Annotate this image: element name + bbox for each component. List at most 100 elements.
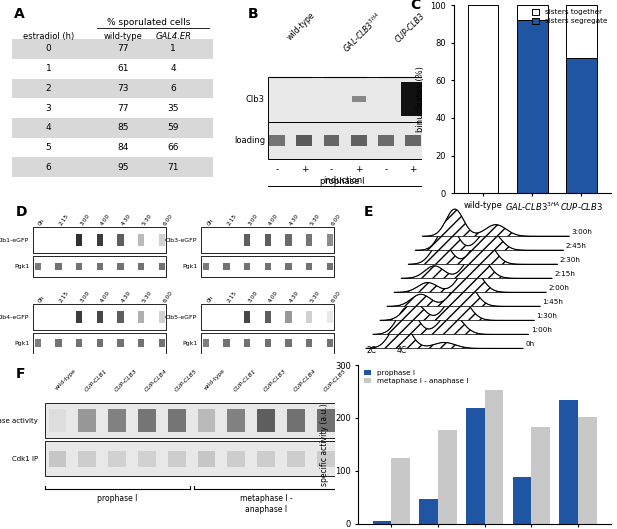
Text: prophase I: prophase I	[97, 494, 138, 503]
Text: GAL-CLB3$^{3HA}$: GAL-CLB3$^{3HA}$	[340, 11, 384, 56]
Text: 3: 3	[46, 104, 51, 113]
Text: -: -	[276, 165, 279, 174]
Text: 4:30: 4:30	[120, 213, 132, 226]
Bar	[138, 340, 144, 347]
Text: 77: 77	[117, 104, 129, 113]
Bar	[138, 409, 156, 432]
Bar	[159, 340, 165, 347]
Bar	[97, 234, 103, 246]
Bar	[257, 409, 275, 432]
Text: 3:00h: 3:00h	[571, 229, 592, 235]
Bar	[159, 234, 165, 246]
Bar	[97, 311, 103, 323]
Text: +: +	[300, 165, 308, 174]
Bar	[44, 441, 336, 476]
Bar	[517, 20, 547, 193]
Text: CUP-CLB3: CUP-CLB3	[114, 368, 138, 393]
Text: 73: 73	[117, 84, 129, 93]
Legend: prophase I, metaphase I - anaphase I: prophase I, metaphase I - anaphase I	[362, 369, 470, 386]
Bar	[306, 340, 312, 347]
Bar	[168, 409, 186, 432]
Text: -: -	[330, 165, 333, 174]
Text: C: C	[410, 0, 420, 12]
Bar	[373, 521, 391, 524]
Text: wild-type: wild-type	[204, 368, 226, 391]
Bar	[78, 409, 96, 432]
Text: 4:00: 4:00	[268, 213, 280, 226]
Bar	[201, 333, 334, 354]
Text: 3:00: 3:00	[79, 290, 91, 304]
Text: 95: 95	[117, 163, 129, 172]
Text: anaphase I: anaphase I	[245, 505, 288, 514]
Bar	[138, 311, 144, 323]
Text: CUP-CLB5: CUP-CLB5	[323, 368, 347, 393]
Bar	[197, 451, 215, 467]
Bar	[35, 340, 41, 347]
Bar	[117, 340, 123, 347]
Text: Pgk1: Pgk1	[182, 264, 197, 269]
Bar	[244, 340, 251, 347]
Bar	[12, 158, 213, 177]
Bar	[287, 409, 305, 432]
Bar	[159, 262, 165, 270]
Bar	[323, 135, 339, 146]
Bar	[97, 340, 103, 347]
Bar	[109, 451, 126, 467]
Text: 0h: 0h	[525, 341, 534, 347]
Bar	[76, 234, 82, 246]
Text: wild-type: wild-type	[104, 32, 143, 41]
Text: 6:00: 6:00	[162, 213, 173, 226]
Bar	[117, 262, 123, 270]
Text: 0h: 0h	[38, 295, 46, 304]
Text: 0h: 0h	[206, 295, 214, 304]
Bar	[327, 311, 333, 323]
Bar	[531, 427, 550, 524]
Bar	[33, 256, 166, 277]
Bar	[286, 311, 292, 323]
Bar	[566, 5, 597, 58]
Text: 4:00: 4:00	[100, 290, 112, 304]
Bar	[317, 451, 334, 467]
Bar	[159, 311, 165, 323]
Text: Clb3: Clb3	[246, 95, 265, 104]
Bar	[244, 234, 251, 246]
Bar	[138, 234, 144, 246]
Text: 5:30: 5:30	[309, 290, 321, 304]
Bar	[306, 262, 312, 270]
Bar	[56, 340, 62, 347]
Text: 6: 6	[170, 84, 176, 93]
Y-axis label: specific activity (a.u.): specific activity (a.u.)	[320, 403, 329, 486]
Bar	[201, 256, 334, 277]
Text: 1:30h: 1:30h	[537, 313, 558, 319]
Bar	[265, 262, 271, 270]
Text: 59: 59	[167, 123, 179, 132]
Bar	[203, 340, 209, 347]
Bar	[378, 135, 394, 146]
Text: 3:00: 3:00	[79, 213, 91, 226]
Text: 4:30: 4:30	[120, 290, 132, 304]
Bar	[269, 135, 285, 146]
Bar	[109, 409, 126, 432]
Text: 4:30: 4:30	[289, 290, 300, 304]
Text: E: E	[363, 205, 373, 219]
Bar	[49, 409, 67, 432]
Bar	[117, 311, 123, 323]
Text: % sporulated cells: % sporulated cells	[107, 19, 191, 28]
Bar	[44, 403, 336, 438]
Bar	[56, 262, 62, 270]
Bar	[138, 451, 156, 467]
Text: kinase activity: kinase activity	[0, 417, 38, 424]
Text: Clb5-eGFP: Clb5-eGFP	[165, 315, 197, 320]
Bar	[97, 262, 103, 270]
Y-axis label: binucleates (%): binucleates (%)	[416, 66, 425, 132]
Bar	[391, 458, 410, 524]
Bar	[286, 340, 292, 347]
Bar	[400, 83, 425, 116]
Bar	[517, 5, 547, 20]
Text: 4: 4	[170, 64, 176, 73]
Text: D: D	[15, 205, 27, 219]
Bar	[168, 451, 186, 467]
Bar	[244, 262, 251, 270]
Text: 35: 35	[167, 104, 179, 113]
Text: estradiol (h): estradiol (h)	[23, 32, 74, 41]
